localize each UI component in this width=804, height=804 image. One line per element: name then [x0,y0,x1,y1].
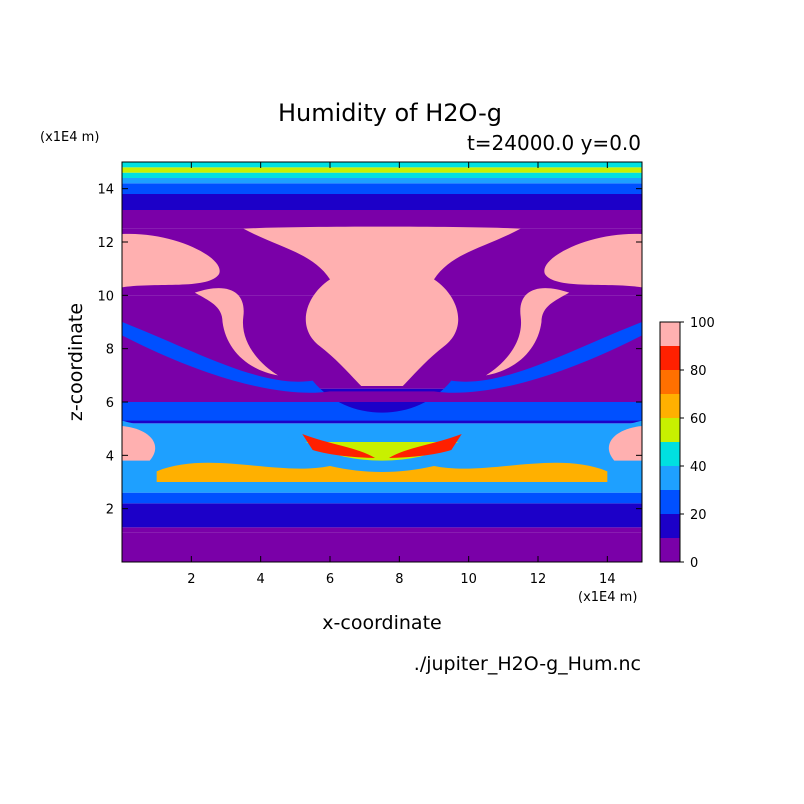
colorbar-swatch [660,514,680,538]
chart-title: Humidity of H2O-g [278,99,502,127]
source-file-label: ./jupiter_H2O-g_Hum.nc [414,653,641,675]
y-tick-label: 14 [97,183,114,198]
colorbar-swatch [660,442,680,466]
saturated-upper-right-lobe [544,233,642,288]
turbulence-band-high [156,462,608,482]
y-axis-ticks: 2 4 6 8 10 12 14 [97,183,642,518]
y-tick-label: 6 [106,396,114,411]
y-tick-label: 12 [97,236,114,251]
heatmap-plot-area [122,162,642,562]
x-tick-label: 10 [460,572,477,587]
y-tick-label: 4 [106,449,114,464]
humidity-band [122,210,642,229]
colorbar-swatch [660,322,680,346]
colorbar: 0 20 40 60 80 100 [659,316,715,571]
x-tick-label: 12 [530,572,547,587]
colorbar-tick-label: 20 [690,508,707,523]
saturated-upper-left-lobe [122,233,220,288]
colorbar-swatch [660,466,680,490]
x-tick-label: 8 [395,572,403,587]
humidity-band [122,178,642,184]
humidity-band [122,503,642,528]
colorbar-tick-label: 60 [690,412,707,427]
y-unit-label: (x1E4 m) [40,130,99,145]
saturated-central-plume [243,226,521,386]
colorbar-swatch [660,394,680,418]
colorbar-swatch [660,538,680,562]
saturated-right-hook [486,288,570,376]
humidity-band [122,527,642,533]
colorbar-swatch [660,418,680,442]
colorbar-tick-label: 80 [690,364,707,379]
humidity-band [122,172,642,178]
colorbar-tick-label: 100 [690,316,715,331]
x-tick-label: 4 [257,572,265,587]
humidity-band [122,167,642,173]
chart-subtitle: t=24000.0 y=0.0 [467,131,641,155]
plot-frame [121,161,643,563]
y-tick-label: 2 [106,503,114,518]
x-tick-label: 2 [187,572,195,587]
colorbar-swatch [660,346,680,370]
x-unit-label: (x1E4 m) [578,590,637,605]
humidity-band [122,194,642,210]
colorbar-tick-label: 0 [690,556,698,571]
y-tick-label: 10 [97,289,114,304]
humidity-band [122,183,642,194]
x-axis-ticks: 2 4 6 8 10 12 14 [187,162,616,587]
turbulence-band-peak [302,434,462,458]
x-tick-label: 6 [326,572,334,587]
humidity-band [122,482,642,493]
humidity-band [122,162,642,168]
saturated-lower-right [608,426,642,461]
saturated-left-hook [194,288,278,376]
y-tick-label: 8 [106,343,114,358]
humidity-band [122,492,642,504]
colorbar-swatch [660,370,680,394]
x-tick-label: 14 [599,572,616,587]
colorbar-tick-label: 40 [690,460,707,475]
mid-level-dry-zone [122,335,642,402]
y-axis-label: z-coordinate [65,303,87,421]
saturated-lower-left [122,426,156,461]
colorbar-swatch [660,490,680,514]
colorbar-frame [659,321,681,563]
humidity-band [122,532,642,562]
x-axis-label: x-coordinate [322,612,441,634]
